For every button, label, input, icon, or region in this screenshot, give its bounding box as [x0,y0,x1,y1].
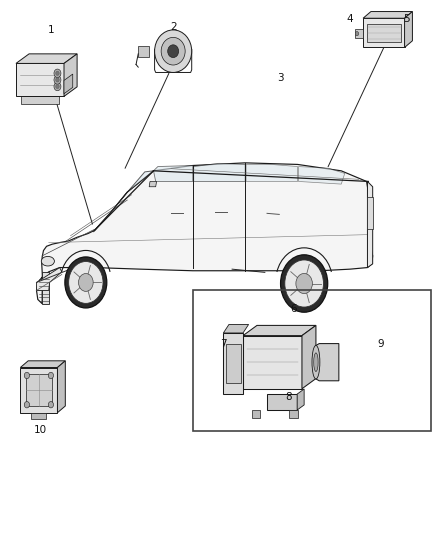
Text: 2: 2 [170,22,177,33]
Polygon shape [194,164,245,181]
Circle shape [69,262,103,303]
Text: 6: 6 [290,304,297,314]
Polygon shape [297,389,304,410]
Polygon shape [16,63,64,96]
Polygon shape [405,12,413,47]
Text: 3: 3 [277,73,283,83]
Circle shape [24,401,29,408]
Polygon shape [93,171,153,232]
Bar [226,344,241,383]
Polygon shape [36,163,373,304]
Circle shape [285,260,324,307]
Polygon shape [32,413,46,419]
Polygon shape [20,368,57,413]
Polygon shape [243,336,302,389]
Polygon shape [153,165,193,181]
Polygon shape [298,166,345,184]
Text: 5: 5 [403,14,410,25]
Polygon shape [302,326,316,389]
Polygon shape [363,18,405,47]
Bar [193,290,431,431]
Ellipse shape [161,37,185,65]
Circle shape [54,69,61,78]
Circle shape [65,257,107,308]
Ellipse shape [314,353,318,372]
Circle shape [54,82,61,91]
Circle shape [56,84,59,88]
Polygon shape [16,54,77,63]
Ellipse shape [312,345,320,379]
Text: 8: 8 [286,392,292,402]
Text: 7: 7 [220,338,227,349]
Text: 10: 10 [34,425,47,435]
Text: 4: 4 [346,14,353,25]
Bar [367,197,373,229]
Polygon shape [21,96,59,104]
Polygon shape [64,54,77,96]
Polygon shape [367,181,373,268]
Polygon shape [36,268,62,290]
Circle shape [78,273,93,292]
Polygon shape [355,29,363,38]
Circle shape [48,372,53,378]
Polygon shape [138,46,149,56]
Circle shape [355,31,359,36]
Circle shape [24,372,29,378]
Polygon shape [57,361,65,413]
Ellipse shape [168,45,179,58]
Polygon shape [149,181,156,187]
Polygon shape [252,410,261,418]
Circle shape [48,401,53,408]
Ellipse shape [41,256,54,266]
Polygon shape [20,361,65,368]
Polygon shape [246,165,297,181]
Bar [367,23,401,42]
Circle shape [54,76,61,84]
Text: 1: 1 [48,25,54,35]
Circle shape [281,255,328,312]
Polygon shape [223,325,249,333]
Polygon shape [243,326,316,336]
Polygon shape [64,74,73,94]
Polygon shape [267,394,297,410]
Circle shape [296,273,312,294]
Polygon shape [42,272,49,304]
Text: 9: 9 [377,338,384,349]
Polygon shape [316,344,339,381]
Ellipse shape [155,30,192,72]
Circle shape [56,78,59,82]
Polygon shape [363,12,413,18]
Polygon shape [223,333,243,394]
Polygon shape [289,410,297,418]
Polygon shape [25,374,52,406]
Circle shape [56,71,59,76]
